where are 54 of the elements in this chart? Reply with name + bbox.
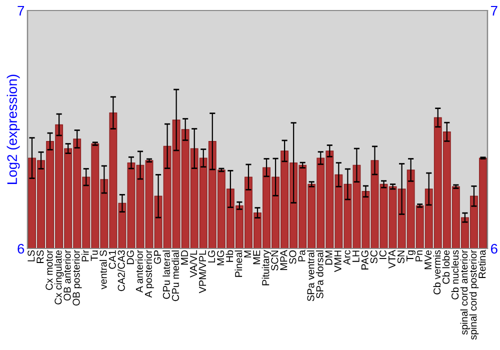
- x-tick-label: IC: [379, 250, 386, 259]
- x-tick-label: GP: [154, 250, 161, 264]
- x-tick-label: RS: [36, 250, 44, 263]
- y-axis-title: Log2 (expression): [6, 74, 20, 184]
- x-tick-label: Arc: [343, 250, 350, 265]
- x-tick-label: Cb nucleus: [451, 250, 459, 300]
- x-tick-label: M: [244, 250, 252, 258]
- x-tick-label: MPA: [280, 250, 288, 270]
- x-tick-label: Pn: [416, 250, 422, 262]
- x-tick-label: CA2/CA3: [118, 250, 125, 292]
- x-tick-label: Cb lobe: [442, 250, 450, 284]
- y2-tick-label: 6: [490, 244, 498, 254]
- x-tick-label: SC: [370, 250, 378, 264]
- x-tick-label: SCN: [271, 250, 278, 271]
- x-tick-label: Pituitary: [262, 250, 272, 286]
- x-tick-label: DG: [126, 250, 134, 264]
- x-tick-label: spinal cord anterior: [460, 250, 470, 335]
- x-tick-label: SPa ventral: [306, 250, 314, 302]
- x-tick-label: SPa dorsal: [316, 250, 324, 298]
- x-tick-label: SO: [289, 250, 296, 264]
- x-tick-label: Tg: [406, 250, 416, 262]
- x-tick-label: MD: [181, 250, 188, 265]
- x-tick-label: OB anterior: [63, 250, 71, 301]
- x-tick-label: Pir: [81, 250, 89, 262]
- x-tick-label: CA1: [108, 250, 116, 269]
- y2-tick-label: 7: [490, 6, 498, 16]
- x-tick-label: CPu medial: [172, 250, 180, 302]
- x-tick-label: VA/VL: [190, 250, 198, 278]
- x-tick-label: Retina: [478, 250, 486, 278]
- x-tick-label: VTA: [388, 250, 396, 269]
- x-tick-label: PAG: [361, 250, 368, 270]
- x-tick-label: A posterior: [144, 250, 154, 298]
- x-tick-label: Tu: [90, 250, 98, 261]
- x-tick-label: Cb vermis: [433, 250, 441, 294]
- x-tick-label: VPM/VPL: [198, 250, 206, 294]
- x-tick-label: Hb: [226, 250, 234, 262]
- x-tick-label: VMH: [334, 250, 342, 272]
- x-tick-label: DM: [325, 250, 332, 265]
- x-tick-label: ventral S: [100, 250, 107, 290]
- x-tick-label: Cx cingulate: [54, 250, 64, 304]
- x-tick-label: Cx motor: [46, 250, 53, 290]
- x-tick-label: Pa: [298, 250, 306, 262]
- x-tick-label: SN: [397, 250, 404, 264]
- x-tick-label: spinal cord posterior: [469, 250, 479, 340]
- x-tick-label: LH: [352, 250, 360, 262]
- x-tick-label: OB posterior: [72, 250, 82, 306]
- x-tick-label: CPu lateral: [162, 250, 170, 299]
- x-tick-label: LG: [208, 250, 216, 262]
- x-tick-label: LS: [28, 250, 35, 262]
- x-tick-label: ME: [253, 250, 260, 264]
- x-tick-label: MG: [217, 250, 224, 266]
- x-tick-label: MVe: [424, 250, 432, 270]
- x-tick-label: A anterior: [136, 250, 143, 293]
- x-tick-label: Pineal: [234, 250, 242, 277]
